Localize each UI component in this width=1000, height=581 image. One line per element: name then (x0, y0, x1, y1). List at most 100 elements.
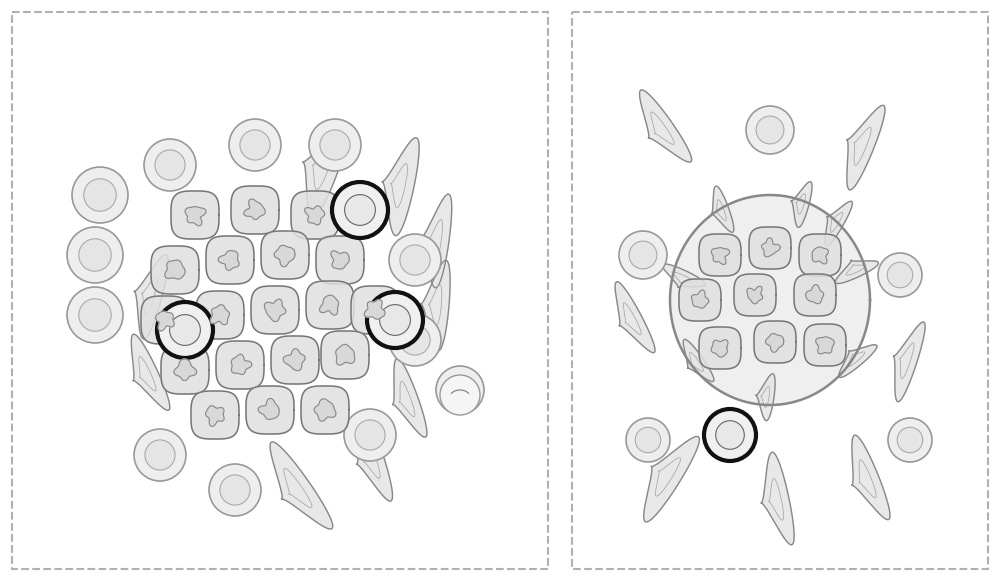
Polygon shape (264, 299, 286, 322)
Polygon shape (331, 251, 349, 269)
Polygon shape (747, 286, 763, 304)
Polygon shape (244, 199, 265, 220)
Polygon shape (271, 336, 319, 384)
Polygon shape (734, 274, 776, 316)
Polygon shape (799, 234, 841, 276)
Polygon shape (196, 291, 244, 339)
Polygon shape (711, 248, 730, 264)
Polygon shape (421, 260, 450, 351)
Polygon shape (762, 238, 780, 257)
Circle shape (897, 427, 923, 453)
Polygon shape (156, 311, 174, 331)
Polygon shape (270, 442, 333, 529)
Polygon shape (761, 452, 794, 545)
Bar (572, 12, 988, 569)
Polygon shape (185, 207, 206, 226)
Polygon shape (670, 195, 870, 405)
Polygon shape (662, 264, 705, 287)
Circle shape (400, 325, 430, 355)
Polygon shape (615, 282, 655, 353)
Circle shape (635, 427, 661, 453)
Polygon shape (640, 90, 692, 162)
Polygon shape (216, 341, 264, 389)
Polygon shape (794, 274, 836, 316)
Polygon shape (303, 127, 347, 216)
Circle shape (746, 106, 794, 154)
Polygon shape (756, 374, 775, 421)
Bar (12, 12, 548, 569)
Circle shape (220, 475, 250, 505)
Polygon shape (141, 296, 189, 344)
Polygon shape (151, 246, 199, 294)
Polygon shape (320, 295, 339, 315)
Polygon shape (679, 279, 721, 321)
Polygon shape (231, 354, 252, 374)
Polygon shape (804, 324, 846, 366)
Circle shape (145, 440, 175, 470)
Circle shape (629, 241, 657, 269)
Polygon shape (812, 247, 828, 264)
Polygon shape (382, 138, 419, 236)
Polygon shape (644, 436, 699, 522)
Polygon shape (393, 358, 427, 437)
Circle shape (157, 302, 213, 358)
Polygon shape (835, 260, 878, 284)
Polygon shape (699, 234, 741, 276)
Circle shape (332, 182, 388, 238)
Circle shape (209, 464, 261, 516)
Polygon shape (305, 206, 325, 225)
Polygon shape (421, 194, 452, 288)
Polygon shape (246, 386, 294, 434)
Polygon shape (165, 260, 185, 279)
Circle shape (887, 262, 913, 288)
Polygon shape (852, 435, 890, 519)
Polygon shape (131, 334, 170, 410)
Circle shape (134, 429, 186, 481)
Circle shape (440, 375, 480, 415)
Polygon shape (699, 327, 741, 369)
Polygon shape (791, 182, 812, 227)
Circle shape (345, 195, 375, 225)
Circle shape (155, 150, 185, 180)
Circle shape (436, 366, 484, 414)
Polygon shape (231, 186, 279, 234)
Polygon shape (839, 345, 877, 378)
Polygon shape (766, 333, 784, 352)
Circle shape (67, 227, 123, 283)
Circle shape (320, 130, 350, 160)
Polygon shape (691, 290, 709, 308)
Circle shape (704, 409, 756, 461)
Circle shape (389, 234, 441, 286)
Polygon shape (754, 321, 796, 363)
Circle shape (355, 420, 385, 450)
Circle shape (389, 314, 441, 366)
Circle shape (79, 299, 111, 331)
Polygon shape (847, 105, 885, 190)
Polygon shape (712, 186, 734, 232)
Polygon shape (258, 399, 279, 419)
Circle shape (446, 376, 474, 404)
Circle shape (79, 239, 111, 271)
Polygon shape (206, 236, 254, 284)
Polygon shape (301, 386, 349, 434)
Polygon shape (683, 339, 714, 382)
Polygon shape (357, 414, 393, 501)
Polygon shape (134, 254, 168, 339)
Circle shape (67, 287, 123, 343)
Polygon shape (261, 231, 309, 279)
Circle shape (380, 304, 410, 335)
Polygon shape (749, 227, 791, 269)
Circle shape (626, 418, 670, 462)
Polygon shape (274, 245, 295, 267)
Circle shape (84, 179, 116, 211)
Circle shape (72, 167, 128, 223)
Polygon shape (711, 340, 728, 357)
Polygon shape (206, 406, 224, 426)
Polygon shape (191, 391, 239, 439)
Circle shape (309, 119, 361, 171)
Polygon shape (283, 349, 305, 371)
Circle shape (240, 130, 270, 160)
Polygon shape (364, 300, 385, 319)
Circle shape (344, 409, 396, 461)
Circle shape (400, 245, 430, 275)
